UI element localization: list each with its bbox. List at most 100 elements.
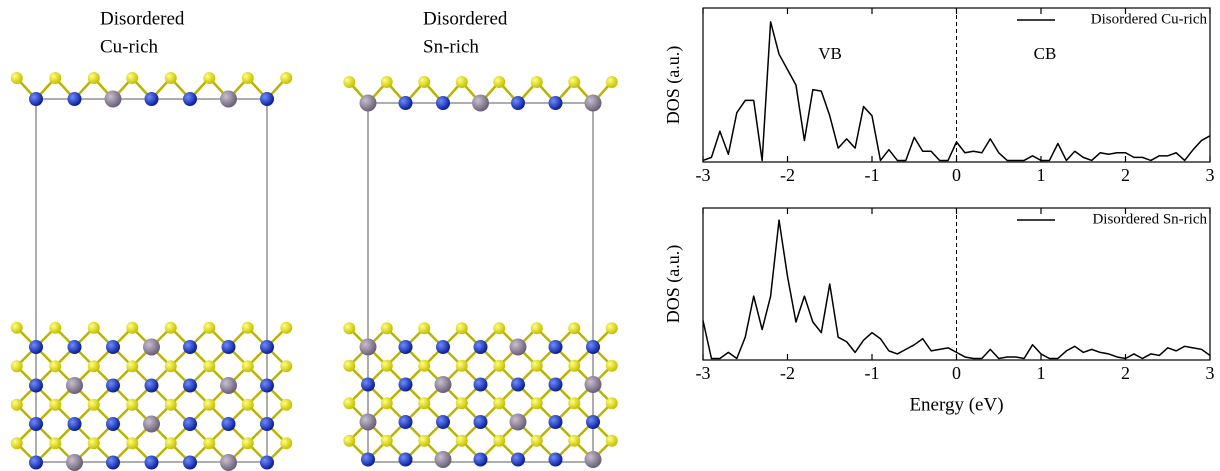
tin-atom [359,413,377,431]
copper-atom [473,377,488,392]
sulfur-atom [380,359,393,372]
copper-atom [144,92,159,106]
copper-atom [106,378,120,393]
sulfur-atom [605,434,618,447]
sulfur-atom [380,76,393,88]
copper-atom [260,378,274,393]
sulfur-atom [418,322,431,335]
copper-atom [29,340,43,354]
sulfur-atom [418,76,431,88]
tin-atom [220,90,237,108]
sulfur-atom [343,397,356,410]
x-tick-label: -3 [696,363,711,383]
sulfur-atom [493,76,506,88]
tin-atom [220,454,237,471]
y-axis-label: DOS (a.u.) [663,245,684,324]
x-tick-label: 2 [1121,165,1130,185]
sulfur-atom [164,398,177,411]
sulfur-atom [87,72,100,84]
x-axis-label: Energy (eV) [909,394,1003,415]
annotation: CB [1034,44,1057,63]
sulfur-atom [280,398,293,411]
copper-atom [548,377,563,392]
sulfur-atom [530,322,543,335]
tin-atom [584,94,602,112]
sulfur-atom [203,72,216,84]
tin-atom [143,338,160,356]
sulfur-atom [10,398,23,411]
copper-atom [29,417,43,431]
tin-atom [220,377,237,394]
sulfur-atom [164,72,177,84]
copper-atom [436,415,450,429]
copper-atom [260,455,274,470]
sulfur-atom [126,398,139,411]
legend-label: Disordered Cu-rich [1091,11,1208,27]
copper-atom [183,455,197,470]
sulfur-atom [280,437,293,450]
sulfur-atom [530,434,543,447]
copper-atom [511,377,525,392]
sulfur-atom [203,437,216,450]
sulfur-atom [455,359,468,372]
sulfur-atom [530,76,543,88]
sulfur-atom [241,398,254,411]
copper-atom [473,340,488,354]
copper-atom [183,340,197,354]
copper-atom [511,452,525,467]
sulfur-atom [568,359,581,372]
sulfur-atom [126,72,139,84]
sulfur-atom [493,359,506,372]
tin-atom [509,338,527,356]
tin-atom [584,376,602,393]
sulfur-atom [280,321,293,334]
copper-atom [67,92,82,106]
sulfur-atom [164,437,177,450]
x-tick-label: -3 [696,165,711,185]
tin-atom [472,94,489,112]
dos-line [702,219,1211,360]
copper-atom [398,452,413,467]
sulfur-atom [343,76,356,88]
structure-title: Cu-rich [100,36,159,57]
sulfur-atom [568,397,581,410]
sulfur-atom [418,359,431,372]
x-tick-label: 0 [952,165,961,185]
copper-atom [144,378,159,393]
y-axis-label: DOS (a.u.) [663,46,684,125]
copper-atom [473,415,488,429]
copper-atom [586,415,600,429]
sulfur-atom [49,72,62,84]
tin-atom [143,415,160,433]
sulfur-atom [203,360,216,373]
x-tick-label: -1 [865,165,880,185]
sulfur-atom [10,72,23,84]
sulfur-atom [87,398,100,411]
sulfur-atom [455,397,468,410]
tin-atom [584,451,602,468]
sulfur-atom [343,322,356,335]
sulfur-atom [380,397,393,410]
copper-atom [106,417,120,431]
copper-atom [398,377,413,392]
cell-box [367,102,594,463]
copper-atom [29,378,43,393]
copper-atom [144,455,159,470]
tin-atom [359,94,377,112]
copper-atom [183,92,197,106]
copper-atom [398,340,413,354]
tin-atom [66,377,83,394]
copper-atom [398,96,413,110]
sulfur-atom [49,321,62,334]
sulfur-atom [605,76,618,88]
sulfur-atom [10,437,23,450]
sulfur-atom [241,437,254,450]
sulfur-atom [164,360,177,373]
tin-atom [434,376,452,393]
copper-atom [29,455,43,470]
sulfur-atom [605,322,618,335]
copper-atom [473,452,488,467]
copper-atom [361,452,375,467]
sulfur-atom [126,321,139,334]
structure-title: Sn-rich [423,36,479,57]
